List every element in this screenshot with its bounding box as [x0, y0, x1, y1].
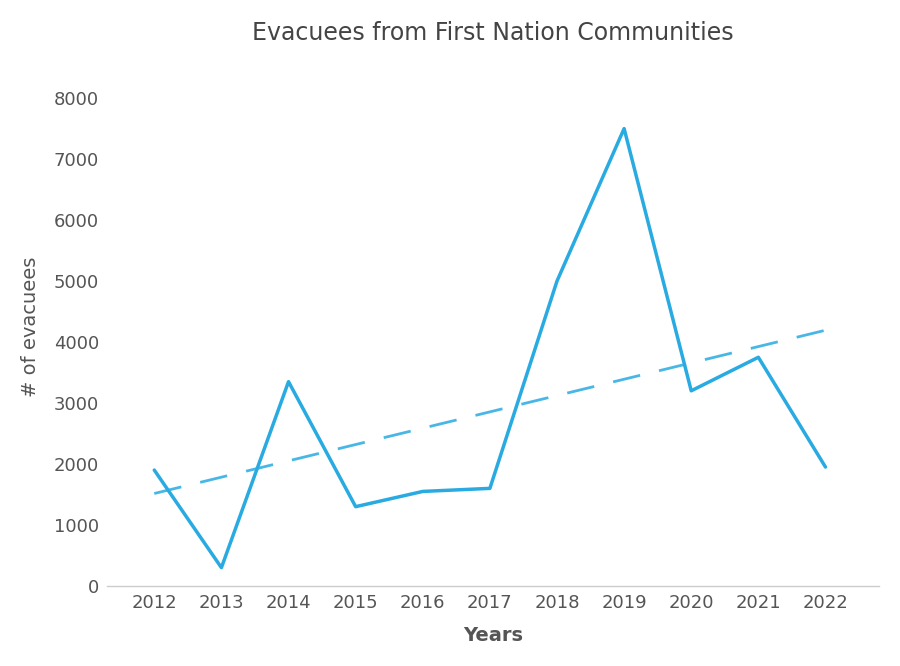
- Y-axis label: # of evacuees: # of evacuees: [21, 256, 40, 397]
- Title: Evacuees from First Nation Communities: Evacuees from First Nation Communities: [252, 21, 734, 45]
- X-axis label: Years: Years: [464, 626, 523, 645]
